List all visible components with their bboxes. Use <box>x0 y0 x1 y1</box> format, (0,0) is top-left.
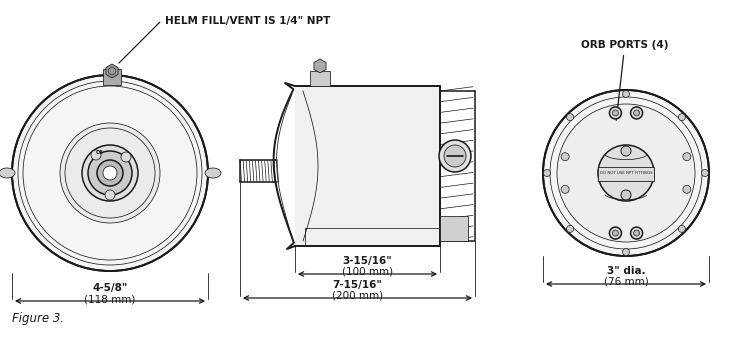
Circle shape <box>683 153 691 161</box>
Text: 7-15/16": 7-15/16" <box>332 280 383 290</box>
Text: ORB PORTS (4): ORB PORTS (4) <box>581 40 668 120</box>
Circle shape <box>621 146 631 156</box>
Text: 4-5/8": 4-5/8" <box>93 283 128 293</box>
Circle shape <box>12 75 208 271</box>
Circle shape <box>634 230 639 236</box>
Polygon shape <box>314 59 326 73</box>
Ellipse shape <box>0 168 15 178</box>
Circle shape <box>634 110 639 116</box>
Circle shape <box>612 230 618 236</box>
Bar <box>598 167 654 181</box>
Bar <box>310 71 330 86</box>
Text: (76 mm): (76 mm) <box>604 277 648 287</box>
Circle shape <box>566 225 574 232</box>
Circle shape <box>444 145 466 167</box>
Circle shape <box>91 150 101 160</box>
Circle shape <box>103 166 117 180</box>
Bar <box>103 69 121 85</box>
Circle shape <box>631 107 642 119</box>
Circle shape <box>82 145 138 201</box>
Text: (100 mm): (100 mm) <box>342 267 393 277</box>
Circle shape <box>621 190 631 200</box>
Circle shape <box>566 114 574 121</box>
Circle shape <box>679 225 685 232</box>
Circle shape <box>557 104 695 242</box>
Circle shape <box>60 123 160 223</box>
Circle shape <box>561 153 569 161</box>
Circle shape <box>701 169 709 177</box>
Circle shape <box>612 110 618 116</box>
Text: HELM FILL/VENT IS 1/4" NPT: HELM FILL/VENT IS 1/4" NPT <box>119 16 330 63</box>
Ellipse shape <box>205 168 221 178</box>
Bar <box>440 216 468 241</box>
Circle shape <box>543 90 709 256</box>
Circle shape <box>609 107 621 119</box>
Circle shape <box>439 140 471 172</box>
Circle shape <box>97 160 123 186</box>
Text: DO NOT USE NPT FITTINGS: DO NOT USE NPT FITTINGS <box>600 171 652 175</box>
Circle shape <box>679 114 685 121</box>
Circle shape <box>561 185 569 193</box>
Text: Figure 3.: Figure 3. <box>12 312 64 325</box>
Circle shape <box>609 227 621 239</box>
Text: 3" dia.: 3" dia. <box>607 266 645 276</box>
Circle shape <box>598 145 654 201</box>
Text: C€: C€ <box>96 150 104 155</box>
Circle shape <box>105 190 115 200</box>
Circle shape <box>623 249 630 255</box>
Circle shape <box>623 90 630 98</box>
Circle shape <box>683 185 691 193</box>
Bar <box>295 86 440 246</box>
Circle shape <box>88 151 132 195</box>
Text: (200 mm): (200 mm) <box>332 291 383 301</box>
Circle shape <box>544 169 550 177</box>
Text: 3-15/16": 3-15/16" <box>343 256 392 266</box>
Circle shape <box>121 152 131 162</box>
Text: (118 mm): (118 mm) <box>85 294 136 304</box>
Circle shape <box>631 227 642 239</box>
Polygon shape <box>106 64 118 78</box>
